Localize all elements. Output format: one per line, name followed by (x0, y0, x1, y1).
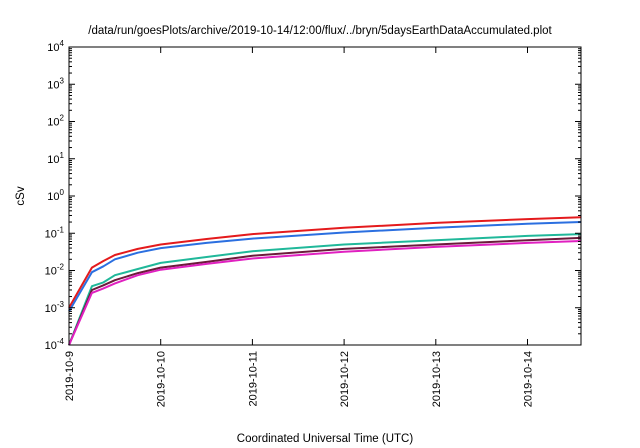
series-line-5 (68, 240, 582, 346)
series-line-2 (68, 221, 582, 312)
y-tick-label: 10-2 (45, 263, 65, 278)
series-line-1 (68, 216, 582, 309)
x-tick-label: 2019-10-10 (156, 351, 168, 407)
y-tick-label: 10-4 (45, 337, 65, 352)
series-line-3 (68, 233, 582, 346)
y-tick-label: 100 (47, 188, 64, 203)
axes-layer: 104 103 102 101 100 10-1 10-2 10-3 10-42019-10-9… (45, 39, 582, 407)
x-tick-label: 2019-10-14 (523, 351, 535, 407)
y-tick-label: 10-1 (45, 225, 65, 240)
series-layer (68, 216, 582, 346)
x-tick-label: 2019-10-9 (64, 351, 76, 401)
x-tick-label: 2019-10-12 (339, 351, 351, 407)
series-line-4 (68, 236, 582, 346)
x-tick-label: 2019-10-11 (247, 351, 259, 406)
y-tick-label: 102 (47, 114, 64, 129)
y-tick-label: 101 (47, 151, 64, 166)
y-tick-label: 10-3 (45, 300, 65, 315)
x-tick-label: 2019-10-13 (431, 351, 443, 407)
y-tick-label: 104 (47, 39, 64, 54)
chart-title: /data/run/goesPlots/archive/2019-10-14/1… (88, 25, 552, 37)
plot-frame (68, 46, 582, 346)
y-tick-label: 103 (47, 76, 64, 91)
x-axis-label: Coordinated Universal Time (UTC) (237, 433, 414, 445)
y-axis-label: cSv (15, 186, 27, 205)
